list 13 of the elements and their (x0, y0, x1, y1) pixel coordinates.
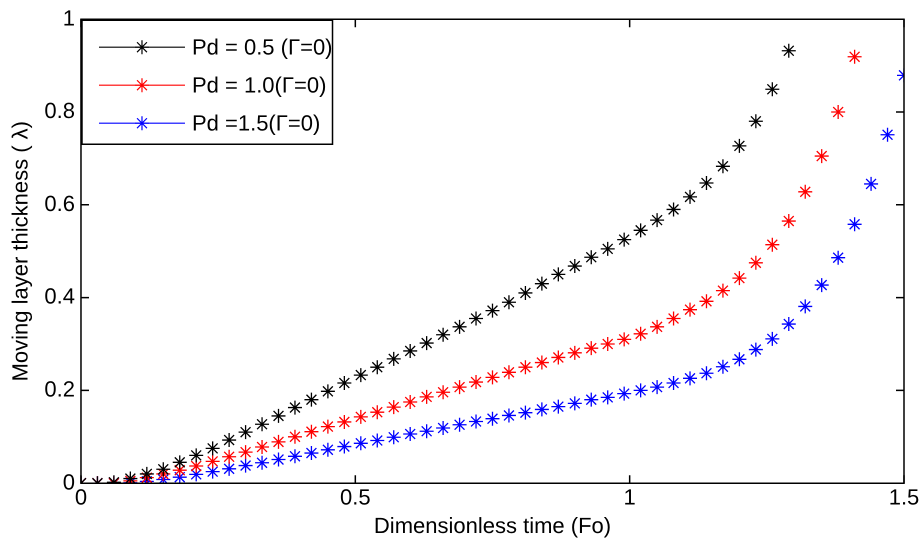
y-tick-label: 0.4 (44, 284, 75, 309)
legend-label: Pd = 1.0(Γ=0) (192, 72, 326, 98)
y-tick-label: 0.2 (44, 376, 75, 402)
y-tick-label: 0.6 (44, 190, 75, 216)
x-tick-label: 0.5 (340, 484, 371, 510)
y-axis-title: Moving layer thickness ( λ) (7, 120, 32, 382)
x-axis-title: Dimensionless time (Fo) (374, 512, 612, 538)
y-tick-label: 0.8 (44, 98, 75, 124)
legend-label: Pd = 0.5 (Γ=0) (192, 34, 333, 60)
x-tick-label: 1.5 (888, 484, 920, 510)
x-tick-label: 1 (624, 484, 636, 510)
y-tick-label: 1 (62, 5, 75, 30)
legend-label: Pd =1.5(Γ=0) (192, 110, 320, 136)
